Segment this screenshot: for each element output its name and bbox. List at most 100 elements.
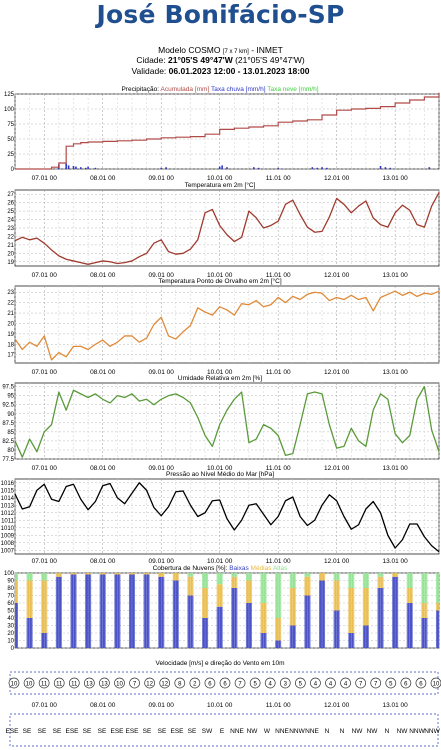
wind-direction-label: SE xyxy=(53,728,62,735)
y-tick-label: 95 xyxy=(7,394,14,400)
wind-direction-label: SE xyxy=(38,728,47,735)
accumulated-line xyxy=(15,92,440,170)
x-tick-label: 09.01 00 xyxy=(149,369,175,376)
chart-title: Pressão ao Nível Médio do Mar [hPa] xyxy=(166,471,274,478)
cloud-mid-bar xyxy=(436,603,439,611)
y-tick-label: 19 xyxy=(7,332,14,338)
wind-speed-marker xyxy=(159,677,171,689)
y-tick-label: 23 xyxy=(7,226,14,232)
wind-speed-value: 6 xyxy=(223,681,227,687)
panel-3: 77.5 80 82.5 85 87.5 90 92.5 95 97.5 07.01 00 08.0… xyxy=(2,375,440,472)
wind-speed-value: 8 xyxy=(178,681,182,687)
wind-dir-frame xyxy=(9,713,439,747)
y-tick-label: 21 xyxy=(7,243,14,249)
x-tick-label: 07.01 00 xyxy=(32,175,58,182)
y-tick-label: 20 xyxy=(7,321,14,327)
wind-speed-marker xyxy=(295,677,306,689)
cloud-low-bar xyxy=(436,610,439,648)
wind-speed-value: 13 xyxy=(101,681,108,687)
y-tick-label: 1014 xyxy=(1,496,15,502)
y-tick-label: 26 xyxy=(7,201,14,207)
wind-speed-marker xyxy=(355,677,366,689)
x-tick-label: 10.01 00 xyxy=(207,465,233,472)
y-tick-label: 0 xyxy=(11,646,15,652)
panel-frame xyxy=(14,478,440,555)
rain-rate-bar xyxy=(257,167,260,169)
rain-rate-bar xyxy=(87,166,89,169)
y-tick-label: 25 xyxy=(7,209,14,215)
wind-speed-marker xyxy=(84,677,95,689)
wind-speed-value: 10 xyxy=(26,681,33,687)
wind-direction-label: SE xyxy=(83,728,92,735)
x-tick-label: 13.01 00 xyxy=(382,272,408,279)
wind-speed-marker xyxy=(68,677,80,689)
rain-rate-bar xyxy=(160,167,163,169)
wind-speed-value: 4 xyxy=(344,681,348,687)
wind-speed-value: 7 xyxy=(374,681,378,687)
cloud-high-bar xyxy=(436,573,439,603)
x-tick-label: 09.01 00 xyxy=(149,465,175,472)
x-tick-label: 13.01 00 xyxy=(382,558,408,565)
wind-speed-value: 11 xyxy=(56,681,63,687)
y-tick-label: 80 xyxy=(7,586,14,592)
legend-entry: Altas xyxy=(273,565,288,572)
panel-0: 0 25 50 75 100 125 07.01 00 08.01 00 09.01 00 10.… xyxy=(4,86,440,182)
wind-direction-label: N xyxy=(325,728,330,735)
x-tick-label: 07.01 00 xyxy=(32,272,58,279)
wind-direction-label: SW xyxy=(202,728,213,735)
wind-speed-value: 11 xyxy=(41,681,48,687)
y-tick-label: 18 xyxy=(7,342,14,348)
y-tick-label: 0 xyxy=(11,167,15,173)
rain-rate-bar xyxy=(316,167,318,169)
y-tick-label: 22 xyxy=(7,234,14,240)
wind-speed-value: 2 xyxy=(193,681,197,687)
wind-speed-value: 5 xyxy=(299,681,303,687)
x-tick-label: 07.01 00 xyxy=(32,558,58,565)
y-tick-label: 25 xyxy=(7,152,14,158)
wind-speed-marker xyxy=(204,677,216,689)
wind-speed-value: 7 xyxy=(359,681,363,687)
panel-frame xyxy=(14,93,440,170)
x-tick-label: 11.01 00 xyxy=(266,175,291,182)
wind-speed-marker xyxy=(310,677,321,689)
rain-rate-bar xyxy=(379,166,382,169)
y-tick-label: 87.5 xyxy=(2,421,14,427)
x-tick-label: 11.01 00 xyxy=(266,465,291,472)
wind-direction-label: SE xyxy=(98,728,107,735)
y-tick-label: 90 xyxy=(7,412,14,418)
x-tick-label: 10.01 00 xyxy=(207,272,233,279)
wind-direction-label: E xyxy=(220,728,225,735)
y-tick-label: 27 xyxy=(7,192,14,198)
y-tick-label: 21 xyxy=(7,311,14,317)
chart-title: Precipitação: Acumulada [mm] Taxa chuva … xyxy=(121,86,318,93)
panel-2: 17 18 19 20 21 22 23 07.01 00 08.01 00 09.01 00 10… xyxy=(7,277,440,376)
rain-rate-bar xyxy=(84,167,87,169)
wind-speed-marker xyxy=(38,677,50,689)
y-tick-label: 80 xyxy=(7,448,14,454)
x-tick-label: 10.01 00 xyxy=(207,702,233,709)
rain-rate-bar xyxy=(326,167,328,169)
model-resolution: [7 x 7 km] xyxy=(222,49,249,55)
y-tick-label: 20 xyxy=(7,251,14,257)
rain-rate-bar xyxy=(67,165,70,169)
wind-direction-label: SE xyxy=(23,728,32,735)
y-tick-label: 50 xyxy=(7,609,14,615)
wind-speed-value: 10 xyxy=(116,681,123,687)
y-tick-label: 70 xyxy=(7,594,14,600)
wind-direction-label: ESE xyxy=(5,728,19,735)
y-tick-label: 1016 xyxy=(1,481,15,487)
x-tick-label: 11.01 00 xyxy=(266,272,291,279)
temperature-line xyxy=(14,192,440,265)
rain-rate-bar xyxy=(311,167,314,169)
wind-speed-value: 12 xyxy=(161,681,168,687)
x-tick-label: 09.01 00 xyxy=(149,558,175,565)
y-tick-label: 17 xyxy=(7,353,14,359)
rain-rate-bar xyxy=(221,165,223,169)
wind-speed-value: 7 xyxy=(133,681,137,687)
panel-frame xyxy=(14,382,440,460)
chart-title: Cobertura de Nuvens [%]: Baixas Médias A… xyxy=(153,565,289,572)
wind-speed-marker xyxy=(53,677,65,689)
city-coords-alt: (21°05'S 49°47'W) xyxy=(235,55,305,65)
